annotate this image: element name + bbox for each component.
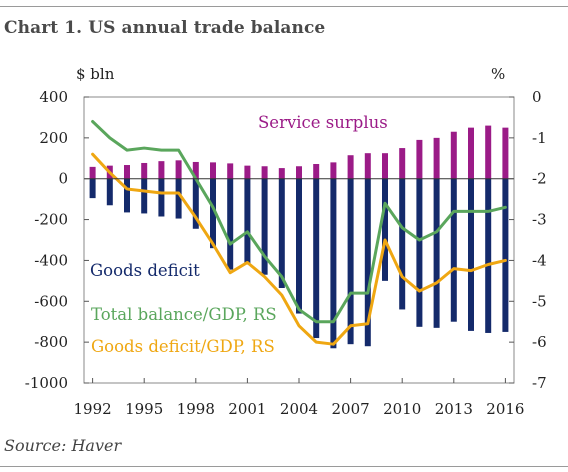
left-tick-label: -800 <box>34 333 68 351</box>
right-tick-label: -1 <box>532 129 547 147</box>
right-tick-label: 0 <box>532 88 542 106</box>
annotation-service-surplus: Service surplus <box>258 113 388 132</box>
bar-goods-deficit-2009 <box>382 178 388 281</box>
left-tick-label: 400 <box>39 88 68 106</box>
bar-service-surplus-2008 <box>364 153 371 179</box>
bar-goods-deficit-1996 <box>158 178 165 217</box>
bar-service-surplus-2010 <box>399 148 406 179</box>
bar-service-surplus-1997 <box>175 160 182 179</box>
right-tick-label: -6 <box>532 333 547 351</box>
bar-service-surplus-1992 <box>89 166 96 179</box>
x-tick-label: 2004 <box>280 400 318 418</box>
left-axis-unit: $ bln <box>76 65 115 83</box>
bar-service-surplus-2007 <box>347 155 354 179</box>
bar-service-surplus-2002 <box>261 166 268 179</box>
source-note: Source: Haver <box>4 436 122 455</box>
bar-goods-deficit-2010 <box>399 178 406 310</box>
bar-goods-deficit-2006 <box>330 178 337 349</box>
right-tick-label: -4 <box>532 251 547 269</box>
bar-service-surplus-2000 <box>227 163 234 179</box>
annotation-total-balance: Total balance/GDP, RS <box>91 305 277 324</box>
left-tick-label: 200 <box>39 129 68 147</box>
left-tick-label: 0 <box>58 170 68 188</box>
bar-service-surplus-2011 <box>416 139 423 179</box>
bar-goods-deficit-2011 <box>416 178 423 327</box>
bar-service-surplus-2015 <box>485 125 492 179</box>
bar-service-surplus-1994 <box>124 165 130 179</box>
bar-service-surplus-2006 <box>330 162 337 179</box>
bar-goods-deficit-2001 <box>244 178 251 265</box>
x-tick-label: 2016 <box>486 400 524 418</box>
bar-goods-deficit-2004 <box>296 178 302 314</box>
line-total-balance-gdp-rs <box>91 120 507 324</box>
bar-goods-deficit-1995 <box>141 178 148 214</box>
bar-service-surplus-2014 <box>468 127 474 179</box>
bar-service-surplus-1996 <box>158 161 165 179</box>
line-goods-deficit-gdp-rs <box>91 152 507 346</box>
left-tick-label: -600 <box>34 292 68 310</box>
bar-service-surplus-1998 <box>192 161 199 179</box>
left-tick-label: -200 <box>34 211 68 229</box>
x-tick-label: 1995 <box>125 400 163 418</box>
bar-goods-deficit-1994 <box>124 178 130 213</box>
right-tick-label: -2 <box>532 170 547 188</box>
bar-goods-deficit-1993 <box>106 178 113 206</box>
right-axis-unit: % <box>491 65 505 83</box>
bar-service-surplus-2004 <box>296 166 302 179</box>
bar-goods-deficit-2000 <box>227 178 234 270</box>
bar-goods-deficit-1998 <box>192 178 199 229</box>
bar-goods-deficit-1999 <box>210 178 216 249</box>
bar-service-surplus-1995 <box>141 162 148 179</box>
x-tick-label: 1998 <box>177 400 215 418</box>
left-tick-label: -400 <box>34 251 68 269</box>
right-tick-label: -3 <box>532 211 547 229</box>
bar-service-surplus-1999 <box>210 162 216 179</box>
x-tick-label: 2007 <box>332 400 370 418</box>
x-tick-label: 2013 <box>435 400 473 418</box>
x-tick-label: 2010 <box>383 400 421 418</box>
bar-goods-deficit-1992 <box>89 178 96 199</box>
bar-service-surplus-2012 <box>433 137 440 179</box>
bar-service-surplus-2001 <box>244 165 251 179</box>
bar-service-surplus-2013 <box>450 131 457 179</box>
bar-service-surplus-2005 <box>313 164 320 179</box>
annotation-goods-deficit-gdp: Goods deficit/GDP, RS <box>91 337 275 356</box>
right-tick-label: -7 <box>532 374 547 392</box>
left-tick-label: -1000 <box>25 374 68 392</box>
bar-service-surplus-2009 <box>382 153 388 179</box>
bar-goods-deficit-2003 <box>278 178 285 288</box>
bar-goods-deficit-2005 <box>313 178 320 339</box>
bar-goods-deficit-2013 <box>450 178 457 322</box>
bar-goods-deficit-2012 <box>433 178 440 328</box>
bar-service-surplus-2016 <box>502 127 509 179</box>
top-rule <box>0 6 568 7</box>
bar-goods-deficit-2007 <box>347 178 354 345</box>
bar-goods-deficit-2015 <box>485 178 492 333</box>
right-tick-label: -5 <box>532 292 547 310</box>
annotation-goods-deficit: Goods deficit <box>90 261 200 280</box>
bar-service-surplus-2003 <box>278 168 285 179</box>
chart-title: Chart 1. US annual trade balance <box>4 18 326 38</box>
bar-goods-deficit-2002 <box>261 178 268 275</box>
bar-goods-deficit-2014 <box>468 178 474 331</box>
x-tick-label: 1992 <box>74 400 112 418</box>
x-tick-label: 2001 <box>228 400 266 418</box>
bottom-rule <box>0 466 568 467</box>
bar-goods-deficit-2008 <box>364 178 371 347</box>
bar-goods-deficit-2016 <box>502 178 509 332</box>
bar-goods-deficit-1997 <box>175 178 182 219</box>
